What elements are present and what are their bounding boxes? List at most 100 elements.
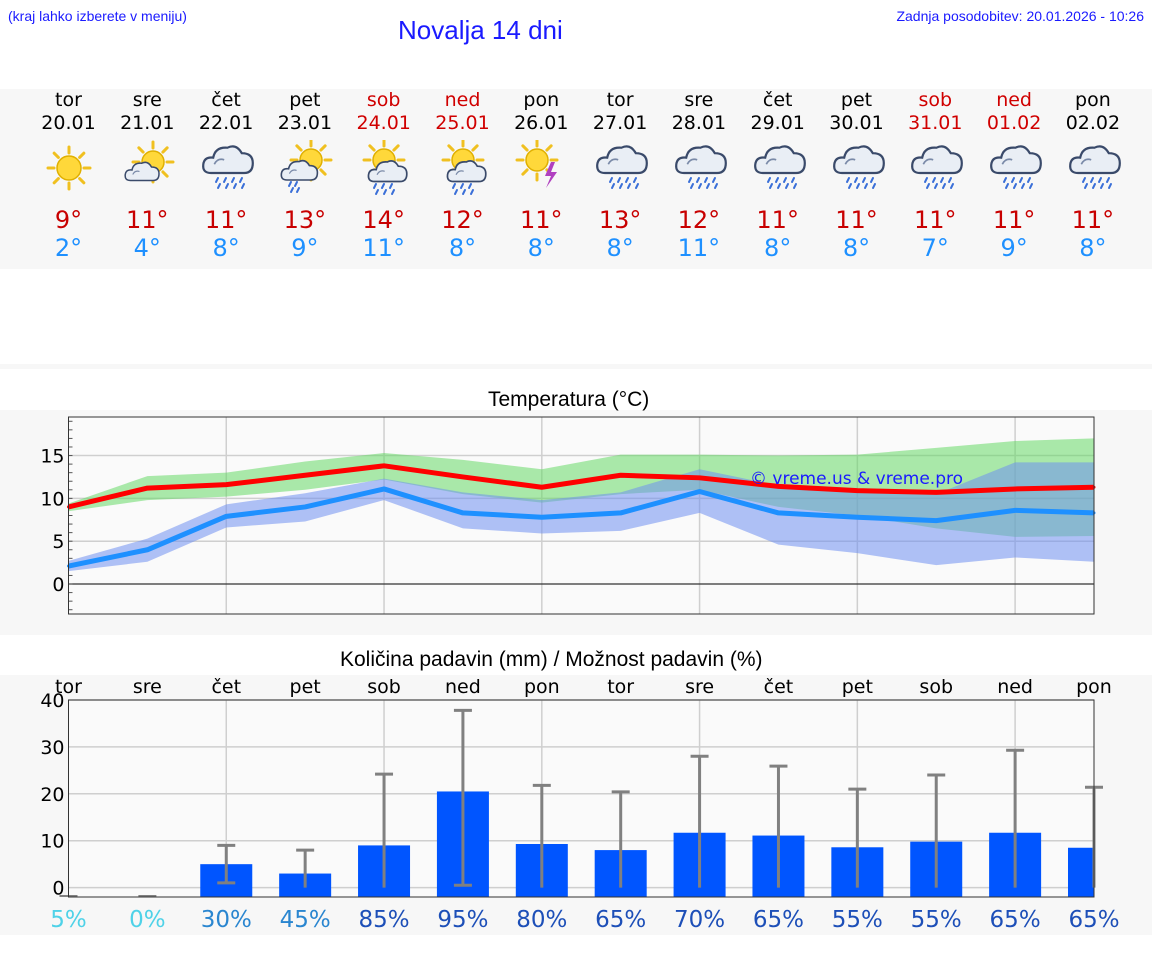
x-tick-label: sob [367, 676, 401, 698]
x-tick-label: čet [764, 676, 794, 698]
precipitation-chart-title: Količina padavin (mm) / Možnost padavin … [340, 648, 763, 671]
day-date: 28.01 [671, 112, 727, 134]
temp-max: 11° [914, 206, 957, 234]
x-tick-label: sre [685, 676, 714, 698]
plot-frame [68, 416, 1095, 615]
temp-min: 4° [133, 234, 161, 262]
precip-chance-label: 65% [595, 907, 646, 933]
max-temp-line-point [461, 475, 465, 479]
day-date: 02.02 [1065, 112, 1121, 134]
temp-min: 9° [291, 234, 319, 262]
precip-chance-label: 55% [911, 907, 962, 933]
day-name: pon [523, 89, 560, 111]
temp-min: 11° [677, 234, 721, 262]
forecast-day: pet 30.01 11° 8° [817, 89, 896, 262]
forecast-day: ned 25.01 12° 8° [423, 89, 502, 262]
forecast-day: tor 27.01 13° 8° [581, 89, 660, 262]
max-temp-line-point [540, 485, 544, 489]
location-hint: (kraj lahko izberete v meniju) [8, 8, 187, 24]
y-tick-label: 10 [40, 831, 64, 853]
min-temp-line-point [145, 548, 149, 552]
day-name: sob [918, 89, 953, 111]
sun-cloud-light-rain-icon [265, 138, 344, 200]
temp-min: 7° [921, 234, 949, 262]
temp-min: 9° [1000, 234, 1028, 262]
day-date: 29.01 [750, 112, 805, 134]
y-tick-label: 40 [40, 690, 64, 712]
forecast-day: pon 26.01 11° 8° [502, 89, 581, 262]
max-temp-line-point [776, 484, 780, 488]
cloud-rain-icon [1053, 140, 1132, 200]
y-tick-label: 0 [52, 574, 64, 596]
x-tick-label: tor [55, 676, 82, 698]
min-temp-line-point [382, 487, 386, 491]
min-temp-line-point [934, 519, 938, 523]
sun-thunder-icon [502, 138, 581, 200]
precip-chance-label: 95% [437, 907, 488, 933]
temp-max: 12° [441, 206, 484, 234]
precip-chance-label: 55% [832, 907, 883, 933]
day-date: 27.01 [592, 112, 648, 134]
temp-max: 11° [204, 206, 248, 234]
max-temp-line [67, 463, 1095, 510]
min-temp-line-point [540, 515, 544, 519]
min-temp-line-point [698, 490, 702, 494]
precip-chance-label: 65% [990, 907, 1041, 933]
precip-chance-label: 0% [129, 907, 166, 933]
y-tick-label: 15 [40, 446, 64, 468]
forecast-day: sob 31.01 11° 7° [896, 89, 975, 262]
temp-min: 2° [54, 234, 83, 262]
x-tick-label: ned [997, 676, 1033, 698]
min-temp-line-point [855, 515, 859, 519]
max-temp-line-point [1013, 487, 1017, 491]
day-name: pet [840, 89, 873, 111]
sun-cloud-rain-icon [423, 138, 502, 200]
max-temp-line-point [934, 490, 938, 494]
cloud-rain-icon [187, 140, 266, 200]
temp-max: 11° [1071, 206, 1115, 234]
day-name: ned [444, 89, 481, 111]
forecast-day: ned 01.02 11° 9° [975, 89, 1054, 262]
day-date: 01.02 [986, 112, 1042, 134]
y-tick-label: 5 [52, 531, 64, 553]
day-date: 20.01 [41, 112, 96, 134]
min-temp-line-point [461, 511, 465, 515]
precip-chance-label: 45% [280, 907, 331, 933]
watermark: © vreme.us & vreme.pro [750, 469, 963, 489]
sun-icon [29, 140, 108, 200]
x-tick-label: tor [607, 676, 634, 698]
day-date: 21.01 [120, 112, 175, 134]
cloud-rain-icon [659, 140, 738, 200]
day-date: 22.01 [198, 112, 254, 134]
temp-min: 8° [1079, 234, 1107, 262]
temp-max: 13° [283, 206, 327, 234]
temp-max: 14° [362, 206, 405, 234]
day-name: čet [762, 89, 793, 111]
plot-frame [68, 699, 1095, 898]
max-temp-line-point [145, 486, 149, 490]
temp-min: 8° [842, 234, 871, 262]
forecast-day: sre 21.01 11° 4° [108, 89, 187, 262]
day-date: 23.01 [277, 112, 333, 134]
temp-max: 11° [835, 206, 878, 234]
min-temp-line [67, 486, 1095, 569]
precip-chance-label: 80% [516, 907, 567, 933]
temperature-chart-title: Temperatura (°C) [488, 388, 650, 411]
max-temp-line-point [855, 489, 859, 493]
temp-min: 11° [362, 234, 405, 262]
x-tick-label: sre [133, 676, 162, 698]
temp-max: 11° [756, 206, 799, 234]
temp-min: 8° [606, 234, 634, 262]
day-date: 31.01 [908, 112, 963, 134]
cloud-rain-icon [738, 140, 817, 200]
x-tick-label: pon [524, 676, 560, 698]
sun-cloud-rain-icon [344, 138, 423, 200]
temp-max: 12° [677, 206, 721, 234]
temp-min: 8° [764, 234, 792, 262]
cloud-rain-icon [975, 140, 1054, 200]
page-title: Novalja 14 dni [398, 15, 563, 45]
day-date: 30.01 [829, 112, 884, 134]
max-temp-line-point [698, 476, 702, 480]
